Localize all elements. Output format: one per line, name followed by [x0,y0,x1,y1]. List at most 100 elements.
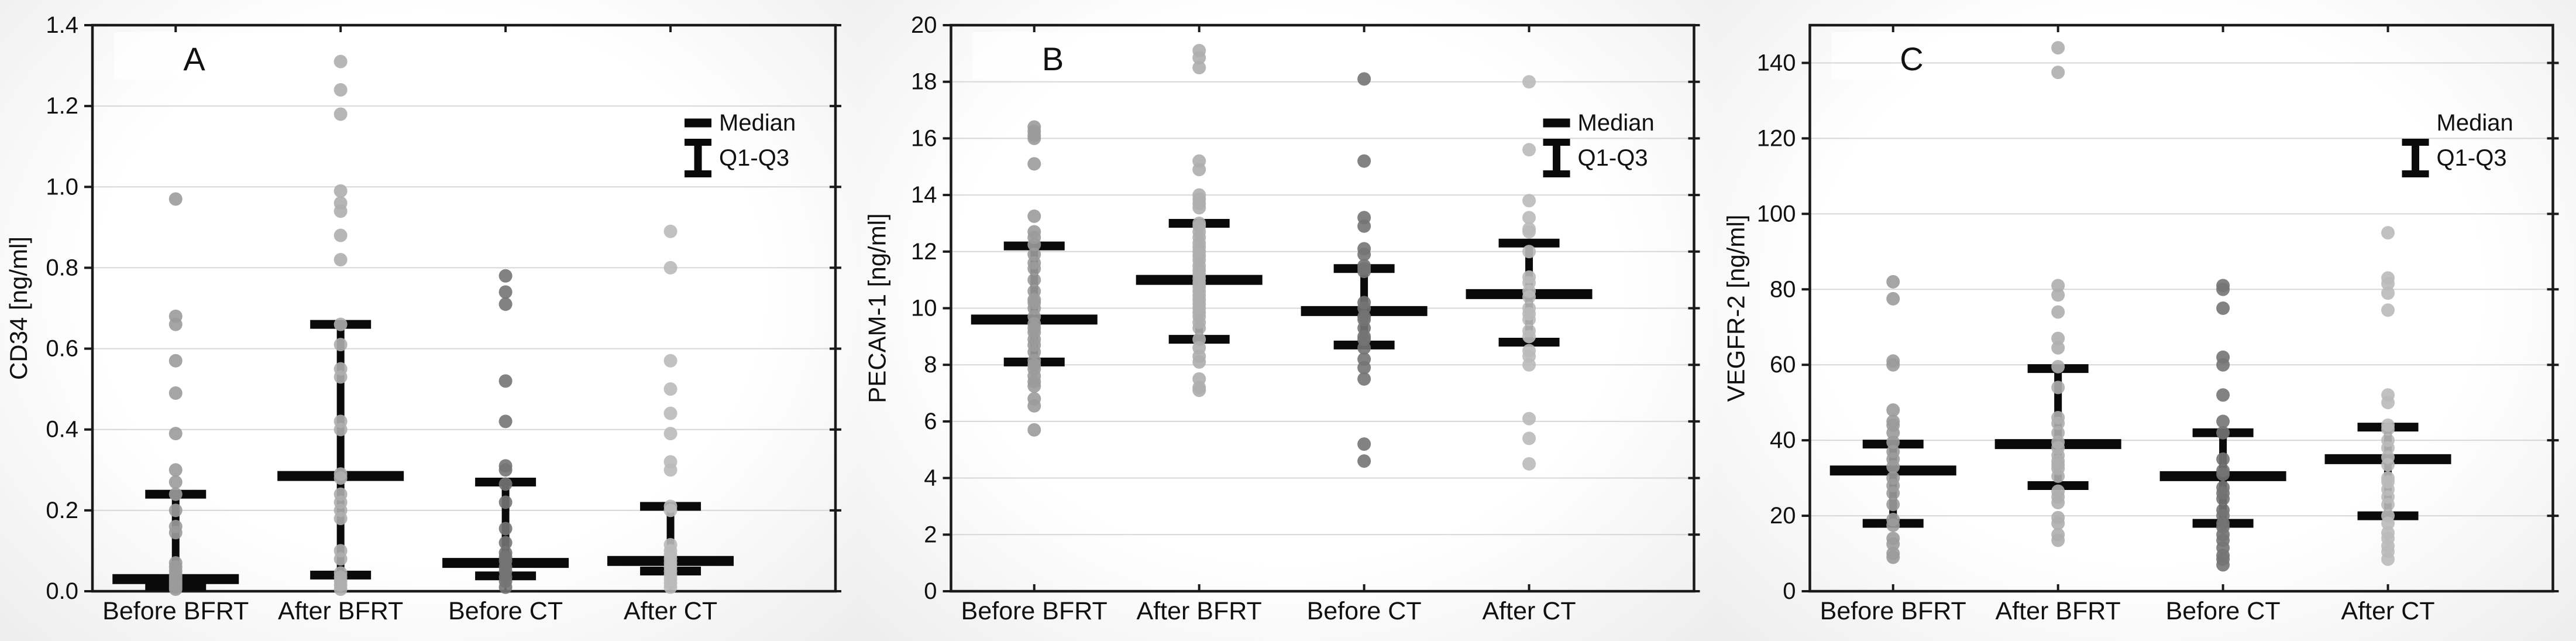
panel-letter: C [1900,40,1923,77]
data-point [1522,225,1536,239]
y-tick-label: 120 [1757,125,1796,151]
data-point [1886,403,1900,417]
data-point [663,463,677,477]
data-point [498,297,513,311]
data-point [333,471,348,485]
plot-border [1808,23,2554,593]
data-point [333,338,348,352]
y-tick-label: 60 [1770,352,1796,378]
data-point [1027,379,1041,393]
data-point [2381,396,2395,410]
y-tick-label: 0.4 [46,417,78,443]
data-point [168,463,183,477]
data-point [333,317,348,331]
data-point [2051,41,2065,55]
data-point [2381,498,2395,512]
y-axis-title: PECAM-1 [ng/ml] [864,213,891,403]
x-category-label: Before BFRT [1820,597,1966,625]
data-point [2216,301,2230,315]
y-tick-label: 6 [924,409,937,434]
data-point [1522,211,1536,225]
x-category-label: Before CT [2166,597,2281,625]
data-point [168,487,183,501]
data-point [2381,286,2395,300]
data-point [1886,460,1900,474]
watermark-ghost [114,32,348,79]
data-point [498,374,513,388]
data-point [2381,458,2395,472]
panel-A: 0.0 0.2 0.4 0.6 0.8 1.0 1.2 1.4 CD34 [ng/ml] A Bef… [0,0,858,641]
data-point [168,475,183,489]
legend-median-label: Median [719,110,796,136]
data-point [2051,469,2065,483]
data-point [1886,426,1900,440]
y-tick-label: 140 [1757,50,1796,76]
data-point [2381,552,2395,566]
data-point [333,582,348,597]
data-point [2051,279,2065,293]
x-category-label: Before BFRT [102,597,249,625]
x-category-label: Before BFRT [961,597,1108,625]
data-point [1357,265,1371,279]
plot-border [91,23,837,593]
data-point [1522,412,1536,426]
y-tick-label: 16 [911,125,937,151]
data-point [2381,422,2395,436]
legend-median-label: Median [2437,110,2513,136]
data-point [498,414,513,429]
data-point [1886,550,1900,564]
data-point [1522,194,1536,208]
data-point [1192,61,1206,75]
data-point [1027,238,1041,252]
legend-iqr-label: Q1-Q3 [2437,145,2507,171]
data-point [2381,516,2395,530]
data-point [168,427,183,441]
data-point [2051,381,2065,395]
y-tick-label: 0.0 [46,578,78,604]
y-tick-label: 80 [1770,276,1796,302]
data-point [2216,452,2230,466]
data-point [2216,558,2230,572]
data-point [2381,277,2395,291]
data-point [2381,441,2395,455]
data-point [1522,431,1536,445]
data-point [1886,518,1900,532]
data-point [2381,303,2395,317]
data-point [1886,537,1900,551]
data-point [1027,262,1041,276]
data-point [2051,359,2065,373]
data-point [1886,486,1900,500]
data-point [1522,290,1536,304]
y-tick-label: 8 [924,352,937,378]
y-tick-label: 4 [924,465,937,491]
data-point [333,423,348,437]
data-point [1886,292,1900,306]
data-point [1027,423,1041,437]
data-point [1522,457,1536,471]
data-point [1357,341,1371,355]
data-point [498,495,513,509]
y-tick-label: 20 [911,12,937,38]
x-category-label: Before CT [1307,597,1422,625]
data-point [2051,416,2065,430]
data-point [2216,282,2230,296]
data-point [1192,51,1206,65]
data-point [1192,383,1206,397]
data-point [1522,75,1536,89]
y-tick-label: 12 [911,239,937,265]
data-point [1192,355,1206,369]
legend-iqr-label: Q1-Q3 [1578,145,1648,171]
data-point [168,526,183,540]
panel-C-chart: 0 20 40 60 80 100 120 140 VEGFR-2 [ng/ml] C Before… [1722,23,2559,625]
y-tick-label: 0 [1783,578,1796,604]
x-category-label: After BFRT [1137,597,1262,625]
data-point [498,536,513,550]
data-point [1357,454,1371,468]
data-point [333,253,348,267]
x-category-label: After CT [2341,597,2435,625]
data-point [2216,414,2230,429]
data-point [2051,66,2065,80]
data-point [1357,154,1371,168]
data-point [1027,131,1041,145]
data-point [1027,399,1041,413]
